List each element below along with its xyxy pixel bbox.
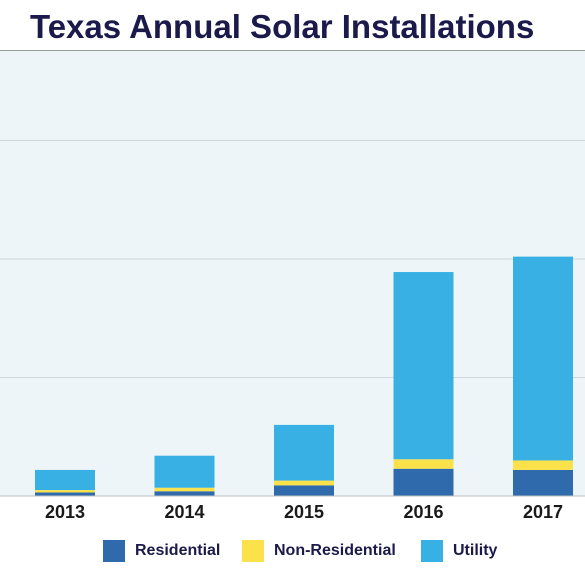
x-tick-label: 2016: [403, 502, 443, 522]
x-tick-label: 2015: [284, 502, 324, 522]
title-divider: [0, 50, 585, 51]
bar-residential-2014: [154, 491, 215, 496]
bar-non-residential-2016: [393, 459, 454, 469]
gridlines: [0, 140, 585, 378]
bar-residential-2015: [274, 485, 334, 496]
bar-non-residential-2015: [274, 480, 334, 486]
bar-non-residential-2013: [35, 490, 95, 493]
bars: [35, 256, 573, 496]
legend-label-residential: Residential: [135, 542, 221, 559]
legend-swatch-residential: [103, 540, 125, 562]
bar-utility-2014: [154, 455, 215, 488]
legend-label-utility: Utility: [453, 542, 498, 559]
bar-residential-2017: [513, 469, 573, 496]
bar-non-residential-2014: [154, 487, 215, 492]
x-axis-ticks: 2013 2014 2015 2016 2017: [45, 502, 563, 522]
bar-residential-2013: [35, 492, 95, 496]
plot-background: [0, 51, 585, 496]
legend-swatch-non-residential: [242, 540, 264, 562]
legend-item-non-residential: Non-Residential: [242, 538, 396, 564]
legend-item-residential: Residential: [103, 538, 220, 564]
legend-item-utility: Utility: [421, 538, 497, 564]
chart-plot: 2013 2014 2015 2016 2017: [0, 51, 585, 522]
bar-residential-2016: [393, 468, 454, 496]
x-tick-label: 2014: [164, 502, 204, 522]
bar-utility-2013: [35, 469, 95, 491]
bar-utility-2017: [513, 256, 573, 461]
legend-label-non-residential: Non-Residential: [274, 542, 396, 559]
x-tick-label: 2017: [523, 502, 563, 522]
x-tick-label: 2013: [45, 502, 85, 522]
chart-title: Texas Annual Solar Installations: [30, 8, 535, 45]
legend-swatch-utility: [421, 540, 443, 562]
bar-non-residential-2017: [513, 460, 573, 470]
bar-utility-2015: [274, 424, 334, 481]
legend: Residential Non-Residential Utility: [0, 538, 585, 564]
bar-utility-2016: [393, 272, 454, 460]
